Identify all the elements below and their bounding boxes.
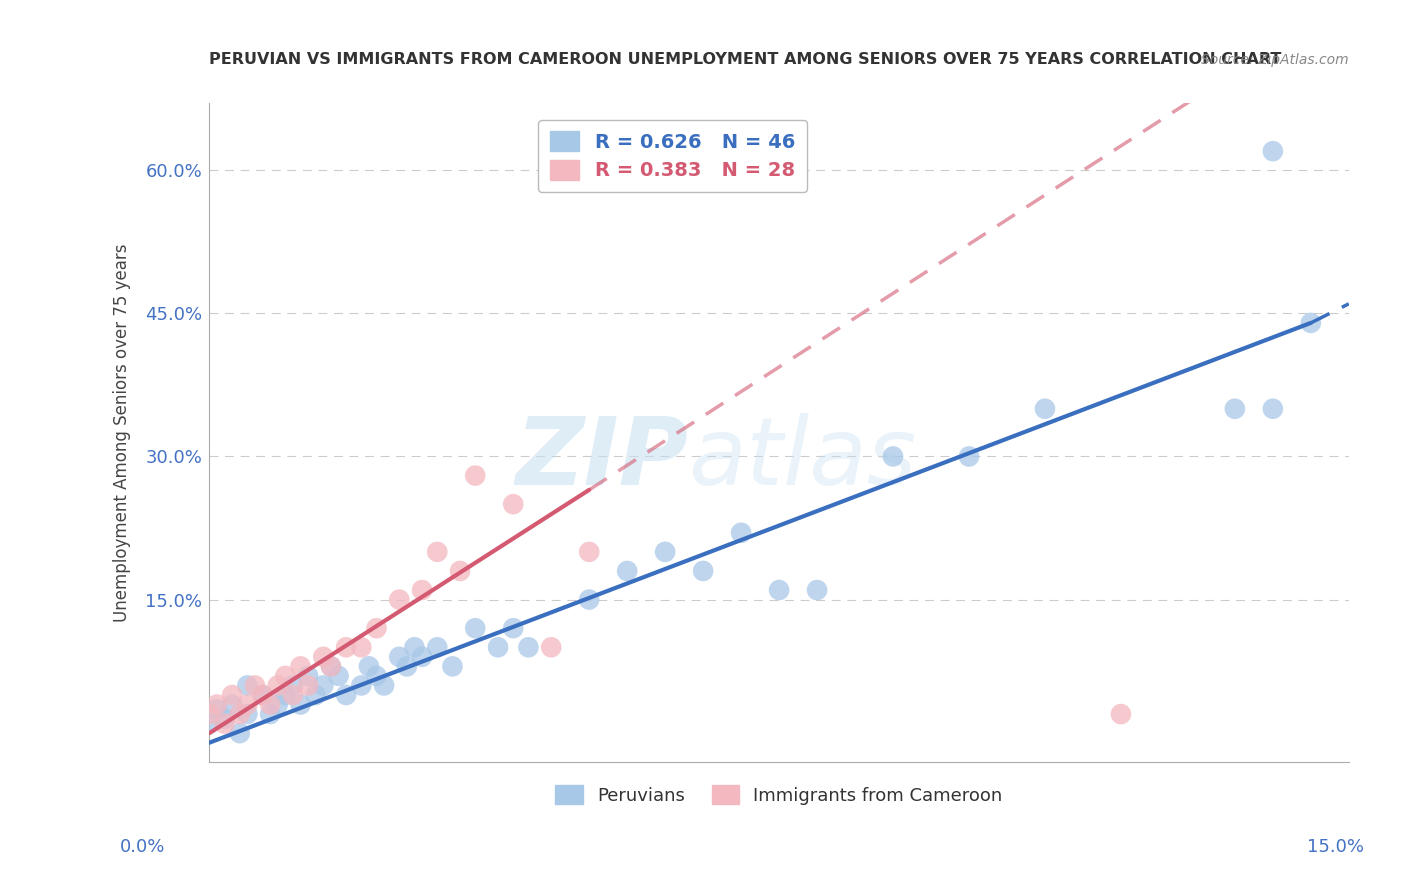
Point	[312, 649, 335, 664]
Point	[281, 678, 304, 692]
Point	[297, 678, 319, 692]
Point	[616, 564, 638, 578]
Text: PERUVIAN VS IMMIGRANTS FROM CAMEROON UNEMPLOYMENT AMONG SENIORS OVER 75 YEARS CO: PERUVIAN VS IMMIGRANTS FROM CAMEROON UNE…	[209, 53, 1282, 67]
Legend: Peruvians, Immigrants from Cameroon: Peruvians, Immigrants from Cameroon	[548, 778, 1010, 812]
Point	[335, 640, 357, 655]
Point	[281, 688, 304, 702]
Point	[350, 678, 373, 692]
Point	[366, 621, 388, 635]
Text: ZIP: ZIP	[515, 413, 688, 505]
Point	[357, 659, 380, 673]
Point	[578, 592, 600, 607]
Point	[464, 468, 486, 483]
Point	[205, 702, 228, 716]
Point	[243, 678, 266, 692]
Point	[395, 659, 418, 673]
Text: 15.0%: 15.0%	[1306, 838, 1364, 856]
Point	[578, 545, 600, 559]
Text: 0.0%: 0.0%	[120, 838, 165, 856]
Point	[221, 688, 243, 702]
Point	[388, 649, 411, 664]
Point	[1261, 144, 1284, 158]
Point	[290, 698, 312, 712]
Point	[464, 621, 486, 635]
Point	[517, 640, 540, 655]
Point	[411, 582, 433, 597]
Point	[502, 497, 524, 511]
Point	[214, 716, 236, 731]
Point	[540, 640, 562, 655]
Point	[404, 640, 426, 655]
Point	[236, 678, 259, 692]
Point	[214, 712, 236, 726]
Point	[654, 545, 676, 559]
Point	[267, 678, 290, 692]
Text: Source: ZipAtlas.com: Source: ZipAtlas.com	[1201, 54, 1348, 67]
Point	[259, 698, 281, 712]
Point	[267, 698, 290, 712]
Point	[198, 707, 221, 722]
Point	[692, 564, 714, 578]
Point	[335, 688, 357, 702]
Point	[730, 525, 752, 540]
Point	[274, 688, 297, 702]
Point	[1261, 401, 1284, 416]
Point	[198, 716, 221, 731]
Point	[366, 669, 388, 683]
Point	[252, 688, 274, 702]
Point	[1033, 401, 1056, 416]
Point	[426, 545, 449, 559]
Point	[1299, 316, 1322, 330]
Point	[388, 592, 411, 607]
Point	[312, 678, 335, 692]
Point	[319, 659, 342, 673]
Point	[449, 564, 471, 578]
Point	[328, 669, 350, 683]
Point	[1223, 401, 1246, 416]
Point	[236, 698, 259, 712]
Point	[305, 688, 328, 702]
Point	[411, 649, 433, 664]
Point	[297, 669, 319, 683]
Point	[229, 726, 252, 740]
Point	[350, 640, 373, 655]
Point	[252, 688, 274, 702]
Point	[957, 450, 980, 464]
Point	[768, 582, 790, 597]
Point	[373, 678, 395, 692]
Point	[236, 707, 259, 722]
Point	[426, 640, 449, 655]
Point	[441, 659, 464, 673]
Point	[229, 707, 252, 722]
Text: atlas: atlas	[688, 414, 917, 505]
Point	[274, 669, 297, 683]
Point	[502, 621, 524, 635]
Point	[882, 450, 904, 464]
Point	[319, 659, 342, 673]
Point	[290, 659, 312, 673]
Point	[806, 582, 828, 597]
Point	[259, 707, 281, 722]
Point	[205, 698, 228, 712]
Point	[486, 640, 509, 655]
Point	[221, 698, 243, 712]
Y-axis label: Unemployment Among Seniors over 75 years: Unemployment Among Seniors over 75 years	[114, 244, 131, 622]
Point	[1109, 707, 1132, 722]
